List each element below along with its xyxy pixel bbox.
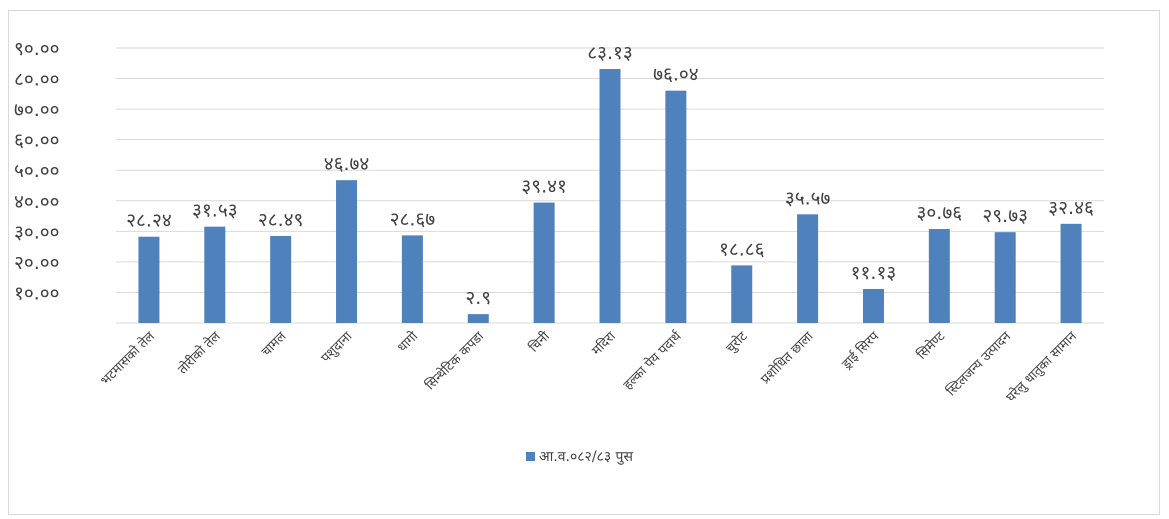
bar [1060, 223, 1082, 323]
y-tick-label: ३०.०० [14, 221, 60, 243]
x-tick-label: ड्राई सिरप [838, 328, 883, 373]
bar [797, 214, 819, 323]
bar [533, 202, 555, 323]
x-tick-label: प्रशोधित छाला [758, 328, 817, 387]
bar [336, 180, 358, 323]
x-tick-label: तोरीको तेल [175, 328, 224, 377]
x-tick-label: सिमेण्ट [914, 328, 949, 363]
bar [862, 288, 884, 323]
data-label: २९.७३ [982, 205, 1028, 227]
y-tick-label: ८०.०० [14, 69, 60, 91]
y-tick-label: ५०.०० [14, 160, 60, 182]
data-label: ३०.७६ [917, 202, 963, 224]
bar [994, 232, 1016, 323]
data-label: ११.१३ [851, 262, 897, 284]
x-tick-label: मदिरा [589, 328, 620, 359]
x-tick-label: भटमासको तेल [97, 328, 157, 388]
data-label: १८.८६ [719, 238, 765, 260]
data-label: ३२.४६ [1048, 197, 1094, 219]
bar [467, 314, 489, 323]
bar [599, 68, 621, 323]
y-tick-label: ७०.०० [14, 99, 60, 121]
y-tick-label: १०.०० [14, 282, 60, 304]
legend-label: आ.व.०८२/८३ पुस [539, 449, 634, 465]
bar [665, 90, 687, 324]
y-tick-label: ९०.०० [14, 38, 60, 60]
bar [401, 235, 423, 323]
bar [138, 236, 160, 323]
x-tick-label: चिनी [526, 328, 553, 355]
x-tick-label: स्टिलजन्य उत्पादन [943, 328, 1014, 399]
x-tick-label: घरेलु धातुका सामान [1003, 328, 1080, 405]
bar [270, 235, 292, 323]
data-label: ८३.१३ [587, 42, 633, 64]
legend-swatch [526, 452, 535, 461]
x-tick-label: चामल [259, 329, 290, 360]
y-tick-label: २०.०० [14, 252, 60, 274]
chart-frame [8, 10, 1160, 515]
x-tick-label: सिन्थेटिक कपडा [422, 328, 487, 393]
data-label: २८.२४ [126, 210, 172, 232]
data-label: ७६.०४ [653, 64, 699, 86]
bar [928, 229, 950, 323]
data-label: ३९.४१ [521, 176, 567, 198]
data-label: ३१.५३ [192, 200, 238, 222]
x-tick-label: धागो [394, 328, 421, 355]
x-tick-label: चुरोट [723, 328, 751, 356]
data-label: २८.६७ [390, 208, 436, 230]
bar [731, 265, 753, 323]
data-label: २.९ [465, 287, 491, 309]
y-tick-label: ६०.०० [14, 130, 60, 152]
bar [204, 226, 226, 323]
data-label: ४६.७४ [324, 153, 370, 175]
data-label: ३५.५७ [785, 187, 831, 209]
x-tick-label: पशुदाना [319, 329, 356, 366]
y-tick-label: ४०.०० [14, 191, 60, 213]
x-tick-label: हल्का पेय पदार्थ [620, 328, 685, 393]
data-label: २८.४९ [258, 209, 304, 231]
